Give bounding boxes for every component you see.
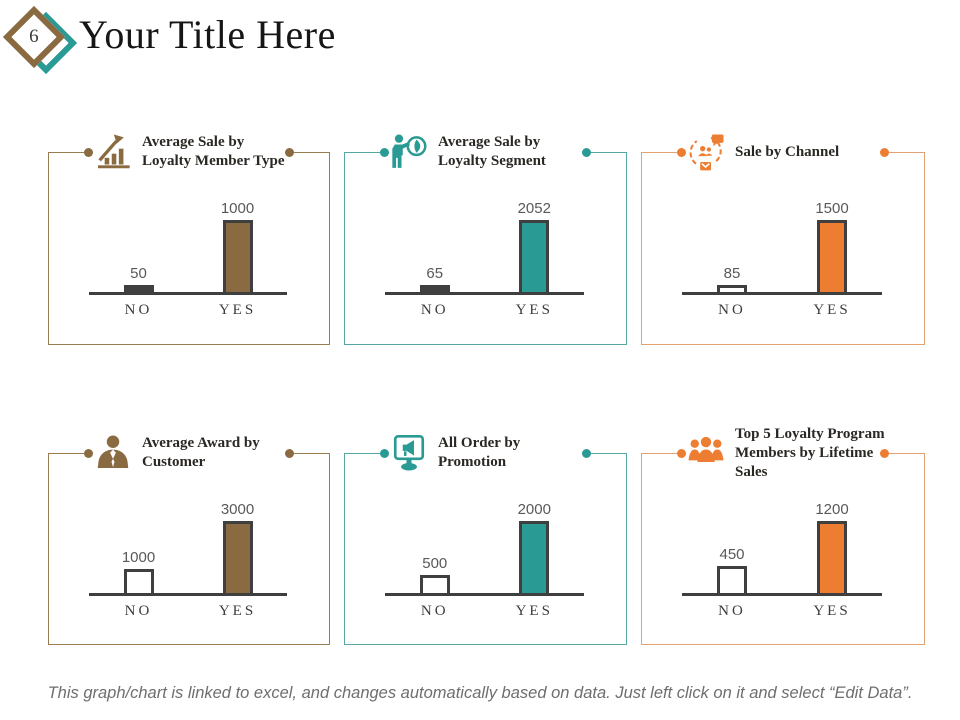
border-line [889,152,924,153]
footer-note: This graph/chart is linked to excel, and… [47,683,913,702]
corner-dot [380,448,389,458]
chart-title: Average Sale by Loyalty Member Type [142,134,285,169]
corner-dot [380,147,389,157]
bar-value-label: 1000 [220,200,255,217]
bar-chart[interactable]: 65 2052 NO YES [385,200,584,319]
bar-chart[interactable]: 50 1000 NO YES [89,200,287,319]
bar-value-label: 1000 [121,549,156,566]
bar-value-label: 85 [723,265,741,282]
corner-dot [84,448,93,458]
category-label: YES [218,603,257,619]
border-line [591,453,626,454]
chart-title: Average Sale by Loyalty Segment [438,134,546,169]
bar-chart[interactable]: 500 2000 NO YES [385,501,584,620]
category-label: YES [218,302,257,318]
category-label: NO [124,603,153,619]
category-label: YES [515,302,553,318]
chart-title: Top 5 Loyalty Program Members by Lifetim… [735,425,885,480]
bar-no[interactable] [717,566,747,593]
bar-yes[interactable] [519,220,550,292]
border-line [345,152,380,153]
bar-chart[interactable]: 1000 3000 NO YES [89,501,287,620]
border-line [49,152,84,153]
bar-value-label: 65 [426,265,444,282]
panel-order-by-promotion: All Order by Promotion 500 2000 NO YES [344,435,627,645]
panel-header: All Order by Promotion [389,433,592,473]
border-line [49,453,84,454]
page-title: Your Title Here [79,12,336,57]
chart-title: All Order by Promotion [438,435,521,470]
channel-network-icon [686,132,726,172]
bar-no[interactable] [123,569,154,593]
border-line [889,453,924,454]
corner-dot [285,147,294,157]
bar-chart[interactable]: 85 1500 NO YES [682,200,882,319]
category-label: NO [718,302,746,318]
charts-grid: Average Sale by Loyalty Member Type 50 1… [48,134,925,645]
border-line [642,453,677,454]
chart-title: Average Award by Customer [142,435,260,470]
bar-no[interactable] [123,285,154,292]
bar-value-label: 450 [719,546,745,563]
corner-dot [880,448,889,458]
category-label: NO [718,603,746,619]
person-presenting-icon [389,132,429,172]
businessman-icon [93,433,133,473]
bar-no[interactable] [419,575,450,593]
bar-yes[interactable] [817,220,847,292]
bar-yes[interactable] [222,220,253,292]
slide-logo: 6 [2,5,78,75]
panel-header: Average Sale by Loyalty Segment [389,132,592,172]
corner-dot [84,147,93,157]
bar-value-label: 2000 [517,501,551,518]
corner-dot [880,147,889,157]
category-label: YES [515,603,553,619]
bar-value-label: 1500 [815,200,849,217]
border-line [294,453,329,454]
corner-dot [677,448,686,458]
category-label: NO [124,302,153,318]
corner-dot [582,448,591,458]
border-line [642,152,677,153]
bar-value-label: 1200 [815,501,849,518]
panel-header: Top 5 Loyalty Program Members by Lifetim… [686,425,890,481]
page-number: 6 [29,26,39,47]
category-label: NO [420,603,449,619]
border-line [591,152,626,153]
panel-loyalty-segment: Average Sale by Loyalty Segment 65 2052 … [344,134,627,345]
bar-value-label: 3000 [220,501,255,518]
chart-title: Sale by Channel [735,143,840,160]
bar-value-label: 500 [422,555,448,572]
bar-chart[interactable]: 450 1200 NO YES [682,501,882,620]
border-line [294,152,329,153]
panel-header: Sale by Channel [686,132,890,172]
panel-header: Average Sale by Loyalty Member Type [93,132,295,172]
people-group-icon [686,433,726,473]
panel-top5-loyalty-members: Top 5 Loyalty Program Members by Lifetim… [641,426,925,645]
monitor-megaphone-icon [389,433,429,473]
category-label: YES [813,603,851,619]
corner-dot [582,147,591,157]
panel-sale-by-channel: Sale by Channel 85 1500 NO YES [641,134,925,345]
corner-dot [677,147,686,157]
bar-yes[interactable] [817,521,847,593]
panel-loyalty-member-type: Average Sale by Loyalty Member Type 50 1… [48,134,330,345]
panel-award-by-customer: Average Award by Customer 1000 3000 NO Y… [48,435,330,645]
bar-no[interactable] [717,285,747,292]
category-label: YES [813,302,851,318]
bar-yes[interactable] [519,521,550,593]
category-label: NO [420,302,449,318]
panel-header: Average Award by Customer [93,433,295,473]
bar-no[interactable] [419,285,450,292]
growth-chart-icon [93,132,133,172]
corner-dot [285,448,294,458]
bar-value-label: 2052 [517,200,551,217]
border-line [345,453,380,454]
bar-value-label: 50 [130,265,147,282]
bar-yes[interactable] [222,521,253,593]
